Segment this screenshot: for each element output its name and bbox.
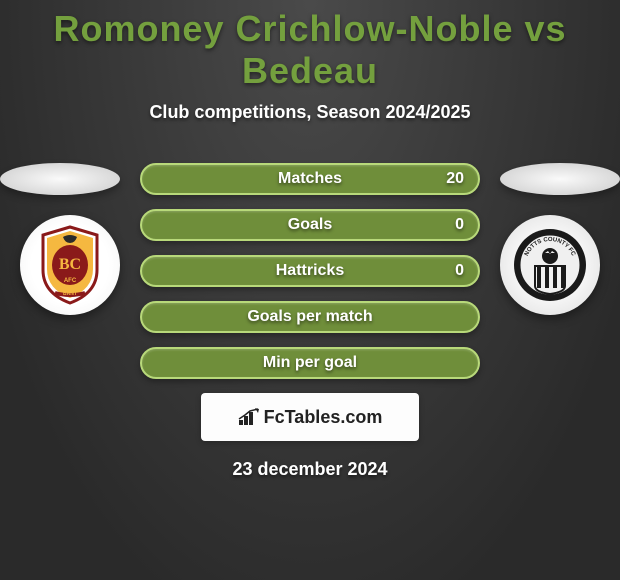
stat-value-right: 0: [455, 262, 464, 280]
svg-text:BANT: BANT: [63, 291, 77, 297]
svg-text:BC: BC: [59, 256, 81, 273]
notts-county-crest-icon: NOTTS COUNTY FC: [513, 228, 587, 302]
stat-value-right: 0: [455, 216, 464, 234]
brand-text: FcTables.com: [264, 407, 383, 428]
left-oval: [0, 163, 120, 195]
fctables-logo-icon: [238, 408, 260, 426]
player1-name: Romoney Crichlow-Noble: [53, 8, 513, 49]
date-text: 23 december 2024: [0, 459, 620, 480]
stat-label: Matches: [278, 170, 342, 188]
left-club-badge: BC AFC BANT: [20, 215, 120, 315]
stat-bar-min-per-goal: Min per goal: [140, 347, 480, 379]
player2-name: Bedeau: [242, 50, 378, 91]
stat-label: Goals per match: [247, 308, 372, 326]
brand-box: FcTables.com: [201, 393, 419, 441]
right-club-badge: NOTTS COUNTY FC: [500, 215, 600, 315]
svg-text:AFC: AFC: [64, 278, 77, 284]
subtitle: Club competitions, Season 2024/2025: [0, 102, 620, 123]
stat-bar-goals-per-match: Goals per match: [140, 301, 480, 333]
bradford-city-crest-icon: BC AFC BANT: [35, 225, 105, 305]
stat-bar-matches: Matches 20: [140, 163, 480, 195]
comparison-content: BC AFC BANT NOTTS COUNTY FC: [0, 163, 620, 480]
stat-bar-hattricks: Hattricks 0: [140, 255, 480, 287]
stat-value-right: 20: [446, 170, 464, 188]
vs-text: vs: [525, 8, 567, 49]
page-title: Romoney Crichlow-Noble vs Bedeau: [0, 0, 620, 92]
stat-label: Hattricks: [276, 262, 344, 280]
stat-label: Min per goal: [263, 354, 357, 372]
right-oval: [500, 163, 620, 195]
stat-bar-goals: Goals 0: [140, 209, 480, 241]
stat-label: Goals: [288, 216, 332, 234]
stat-bars: Matches 20 Goals 0 Hattricks 0 Goals per…: [140, 163, 480, 379]
